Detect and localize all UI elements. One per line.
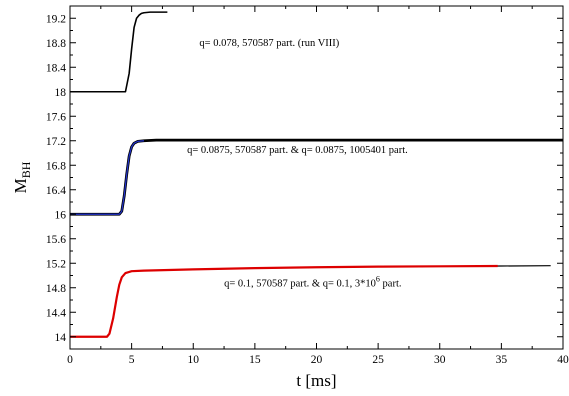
y-tick-label: 15.2 xyxy=(46,258,66,270)
y-tick-label: 18.8 xyxy=(46,38,66,50)
x-tick-label: 15 xyxy=(249,354,261,366)
x-tick-label: 35 xyxy=(496,354,508,366)
y-axis-title: MBH xyxy=(11,161,33,193)
y-tick-label: 18 xyxy=(55,87,67,99)
annotation-3: q= 0.1, 570587 part. & q= 0.1, 3*106 par… xyxy=(224,275,401,290)
x-tick-label: 20 xyxy=(311,354,323,366)
series-layer xyxy=(70,11,563,338)
y-tick-label: 15.6 xyxy=(46,234,66,246)
y-tick-label: 17.6 xyxy=(46,111,66,123)
annotations-layer: q= 0.078, 570587 part. (run VIII) q= 0.08… xyxy=(187,38,408,290)
y-tick-label: 14.8 xyxy=(46,283,66,295)
x-tick-label: 40 xyxy=(557,354,569,366)
y-tick-label: 16.8 xyxy=(46,160,66,172)
y-tick-label: 18.4 xyxy=(46,62,66,74)
x-tick-label: 5 xyxy=(129,354,135,366)
y-axis-title-subscript: BH xyxy=(19,161,33,178)
x-axis-title: t [ms] xyxy=(296,371,336,390)
y-tick-label: 19.2 xyxy=(46,13,66,25)
y-tick-label: 14 xyxy=(55,332,67,344)
y-tick-label: 16.4 xyxy=(46,185,66,197)
y-tick-label: 14.4 xyxy=(46,307,66,319)
series-line-1 xyxy=(70,11,168,93)
x-tick-label: 0 xyxy=(67,354,73,366)
ticks-layer: 0 5 10 15 20 25 30 35 40 14 14.4 14.8 15.2 15.6 16 16.4… xyxy=(46,6,569,366)
series-line-3 xyxy=(70,140,145,215)
y-axis-title-main: M xyxy=(11,178,30,193)
y-tick-label: 17.2 xyxy=(46,136,66,148)
y-tick-label: 16 xyxy=(55,209,67,221)
x-tick-label: 30 xyxy=(434,354,446,366)
x-tick-label: 10 xyxy=(188,354,200,366)
annotation-2: q= 0.0875, 570587 part. & q= 0.0875, 100… xyxy=(187,145,408,156)
series-line-4 xyxy=(70,265,551,338)
annotation-1: q= 0.078, 570587 part. (run VIII) xyxy=(199,38,339,49)
plot-frame xyxy=(69,5,564,350)
series-line-5 xyxy=(70,264,498,338)
x-tick-label: 25 xyxy=(372,354,384,366)
